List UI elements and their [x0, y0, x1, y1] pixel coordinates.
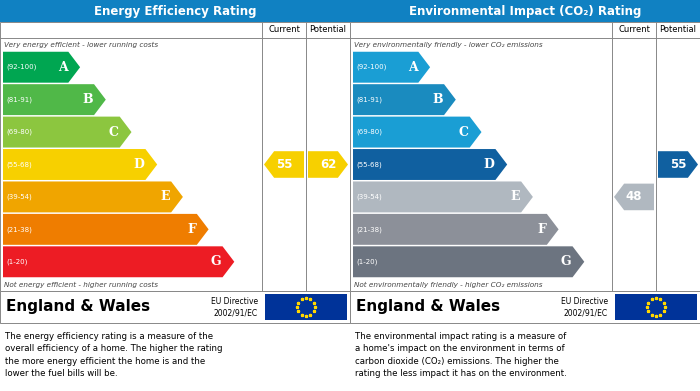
Text: Not energy efficient - higher running costs: Not energy efficient - higher running co… [4, 282, 158, 287]
Polygon shape [353, 181, 533, 212]
Text: Not environmentally friendly - higher CO₂ emissions: Not environmentally friendly - higher CO… [354, 282, 542, 287]
Text: C: C [458, 126, 469, 138]
Text: F: F [537, 223, 546, 236]
Bar [615, 294, 697, 320]
Polygon shape [3, 117, 132, 147]
Polygon shape [3, 181, 183, 212]
Polygon shape [353, 117, 482, 147]
Text: Very energy efficient - lower running costs: Very energy efficient - lower running co… [4, 41, 158, 48]
Text: (81-91): (81-91) [356, 97, 382, 103]
Text: 48: 48 [626, 190, 643, 203]
Text: (21-38): (21-38) [356, 226, 382, 233]
Bar [350, 22, 700, 291]
Polygon shape [353, 214, 559, 245]
Polygon shape [353, 52, 430, 83]
Text: Very environmentally friendly - lower CO₂ emissions: Very environmentally friendly - lower CO… [354, 41, 542, 48]
Polygon shape [353, 84, 456, 115]
Text: G: G [561, 255, 571, 268]
Polygon shape [308, 151, 348, 178]
Bar [0, 0, 350, 22]
Text: (39-54): (39-54) [6, 194, 32, 200]
Text: Environmental Impact (CO₂) Rating: Environmental Impact (CO₂) Rating [409, 5, 641, 18]
Text: Potential: Potential [309, 25, 346, 34]
Text: (1-20): (1-20) [356, 258, 377, 265]
Text: Current: Current [618, 25, 650, 34]
Text: D: D [484, 158, 494, 171]
Polygon shape [3, 214, 209, 245]
Bar [265, 294, 347, 320]
Text: E: E [510, 190, 520, 203]
Text: (92-100): (92-100) [6, 64, 36, 70]
Polygon shape [614, 184, 654, 210]
Polygon shape [353, 149, 508, 180]
Text: (39-54): (39-54) [356, 194, 382, 200]
Text: Energy Efficiency Rating: Energy Efficiency Rating [94, 5, 256, 18]
Text: (69-80): (69-80) [6, 129, 32, 135]
Text: 55: 55 [670, 158, 686, 171]
Text: (21-38): (21-38) [6, 226, 32, 233]
Text: (81-91): (81-91) [6, 97, 32, 103]
Polygon shape [658, 151, 698, 178]
Text: 62: 62 [320, 158, 336, 171]
Text: E: E [160, 190, 170, 203]
Text: (92-100): (92-100) [356, 64, 386, 70]
Text: Potential: Potential [659, 25, 696, 34]
Polygon shape [3, 52, 80, 83]
Polygon shape [3, 149, 158, 180]
Polygon shape [3, 246, 235, 277]
Polygon shape [3, 84, 106, 115]
Text: B: B [83, 93, 93, 106]
Text: B: B [433, 93, 443, 106]
Text: (55-68): (55-68) [6, 161, 32, 168]
Text: G: G [211, 255, 221, 268]
Text: England & Wales: England & Wales [6, 300, 150, 314]
Text: The environmental impact rating is a measure of
a home's impact on the environme: The environmental impact rating is a mea… [355, 332, 567, 378]
Bar [350, 0, 700, 22]
Text: (55-68): (55-68) [356, 161, 382, 168]
Polygon shape [264, 151, 304, 178]
Polygon shape [353, 246, 584, 277]
Bar [0, 22, 350, 291]
Text: The energy efficiency rating is a measure of the
overall efficiency of a home. T: The energy efficiency rating is a measur… [5, 332, 223, 378]
Text: C: C [108, 126, 119, 138]
Text: A: A [57, 61, 67, 74]
Text: A: A [407, 61, 417, 74]
Text: D: D [134, 158, 144, 171]
Text: (1-20): (1-20) [6, 258, 27, 265]
Text: F: F [187, 223, 196, 236]
Text: (69-80): (69-80) [356, 129, 382, 135]
Text: England & Wales: England & Wales [356, 300, 500, 314]
Text: EU Directive
2002/91/EC: EU Directive 2002/91/EC [561, 297, 608, 317]
Text: 55: 55 [276, 158, 293, 171]
Text: EU Directive
2002/91/EC: EU Directive 2002/91/EC [211, 297, 258, 317]
Bar [0, 291, 350, 323]
Bar [350, 291, 700, 323]
Text: Current: Current [268, 25, 300, 34]
